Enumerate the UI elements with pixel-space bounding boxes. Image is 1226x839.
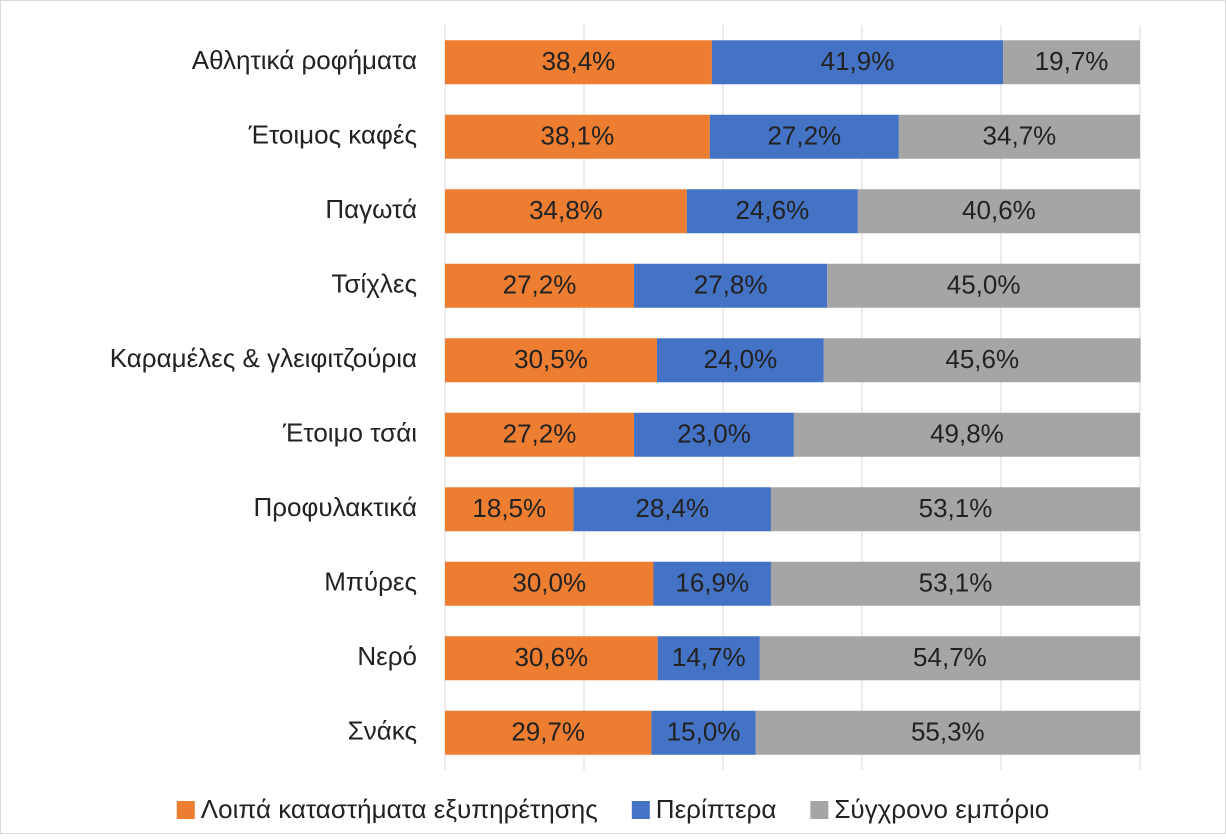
y-tick-label: Έτοιμος καφές <box>248 120 417 150</box>
bar-segment <box>445 710 652 755</box>
bar-segment <box>573 487 771 532</box>
bar-segment <box>898 114 1140 159</box>
data-label: 24,6% <box>735 195 809 225</box>
bar-segment <box>445 114 710 159</box>
y-tick-label: Σνάκς <box>348 716 417 746</box>
data-label: 23,0% <box>677 419 751 449</box>
bar-segment <box>857 189 1140 234</box>
bar-segment <box>770 487 1140 532</box>
y-tick-label: Παγωτά <box>325 194 417 224</box>
bar-segment <box>445 40 712 85</box>
data-label: 54,7% <box>913 642 987 672</box>
data-label: 53,1% <box>919 493 993 523</box>
bar-segment <box>823 338 1141 383</box>
data-label: 41,9% <box>821 46 895 76</box>
data-label: 30,5% <box>514 344 588 374</box>
data-label: 27,8% <box>694 270 768 300</box>
bar-segment <box>634 412 794 457</box>
data-label: 30,0% <box>512 568 586 598</box>
data-label: 34,7% <box>983 121 1057 151</box>
data-label: 53,1% <box>919 568 993 598</box>
data-label: 45,0% <box>947 270 1021 300</box>
bar-segment <box>445 338 657 383</box>
data-label: 30,6% <box>514 642 588 672</box>
legend-label: Περίπτερα <box>656 794 777 824</box>
data-label: 55,3% <box>911 717 985 747</box>
bar-segment <box>445 189 687 234</box>
y-tick-label: Νερό <box>357 641 417 671</box>
legend-swatch <box>631 801 650 819</box>
data-label: 15,0% <box>667 717 741 747</box>
bar-segment <box>657 636 760 681</box>
data-label: 16,9% <box>675 568 749 598</box>
y-tick-label: Αθλητικά ροφήματα <box>192 45 417 75</box>
data-label: 18,5% <box>472 493 546 523</box>
y-tick-label: Καραμέλες & γλειφιτζούρια <box>110 343 417 373</box>
data-label: 27,2% <box>503 270 577 300</box>
data-label: 38,1% <box>541 121 615 151</box>
bar-segment <box>1003 40 1140 85</box>
bar-segment <box>445 561 654 606</box>
data-label: 34,8% <box>529 195 603 225</box>
data-label: 27,2% <box>767 121 841 151</box>
bar-segment <box>445 636 658 681</box>
bar-segment <box>793 412 1140 457</box>
legend-label: Σύγχρονο εμπόριο <box>834 794 1049 824</box>
data-label: 40,6% <box>962 195 1036 225</box>
data-label: 38,4% <box>542 46 616 76</box>
bar-segment <box>709 114 899 159</box>
bar-segment <box>653 561 771 606</box>
bar-segment <box>445 487 574 532</box>
data-label: 28,4% <box>635 493 709 523</box>
bar-segment <box>445 263 635 308</box>
y-tick-label: Μπύρες <box>324 567 417 597</box>
data-label: 45,6% <box>945 344 1019 374</box>
bar-segment <box>759 636 1140 681</box>
legend-label: Λοιπά καταστήματα εξυπηρέτησης <box>201 794 598 824</box>
bar-segment <box>755 710 1140 755</box>
data-label: 19,7% <box>1035 46 1109 76</box>
legend-swatch <box>810 801 829 819</box>
y-tick-label: Τσίχλες <box>331 269 417 299</box>
data-label: 27,2% <box>503 419 577 449</box>
y-tick-label: Προφυλακτικά <box>253 492 417 522</box>
bar-segment <box>445 412 635 457</box>
bar-segment <box>827 263 1140 308</box>
data-label: 14,7% <box>672 642 746 672</box>
bar-segment <box>711 40 1004 85</box>
data-label: 24,0% <box>704 344 778 374</box>
data-label: 29,7% <box>511 717 585 747</box>
data-label: 49,8% <box>930 419 1004 449</box>
bar-segment <box>770 561 1140 606</box>
bar-segment <box>634 263 828 308</box>
bar-segment <box>686 189 858 234</box>
legend-swatch <box>176 801 195 819</box>
bar-segment <box>651 710 756 755</box>
bar-segment <box>656 338 824 383</box>
y-tick-label: Έτοιμο τσάι <box>282 418 417 448</box>
